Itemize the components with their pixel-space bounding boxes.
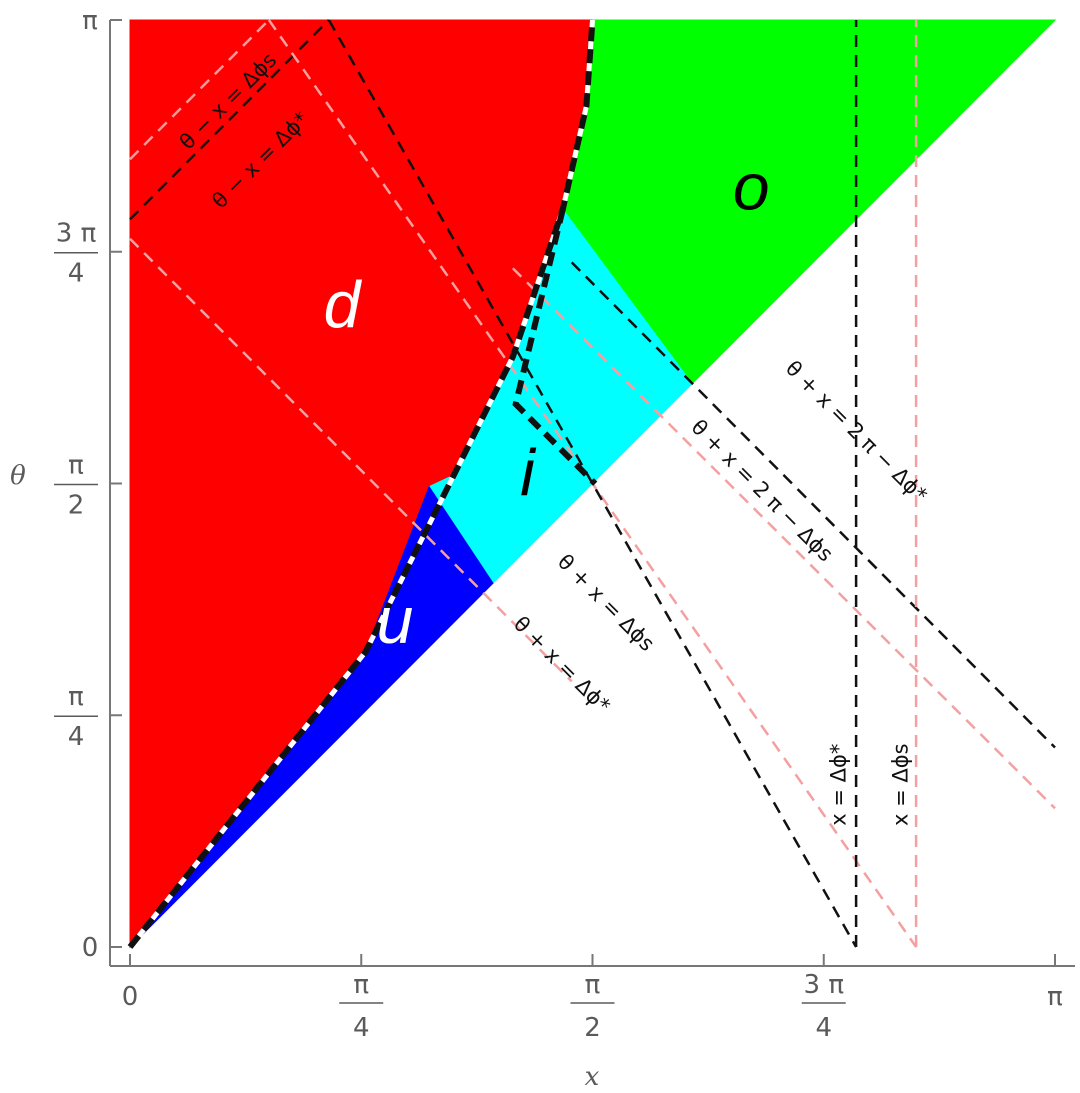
line-annotation: x = Δϕs [888,743,912,826]
y-tick-label-den: 4 [68,259,85,289]
y-tick-label-num: π [68,450,84,480]
y-tick-label: π [82,6,98,36]
line-annotation: θ + x = Δϕs [553,550,659,656]
y-tick-label-num: π [68,682,84,712]
guide-line-theta-minus-x-dphi-s [129,19,270,161]
y-tick-label-den: 2 [68,490,85,520]
region-label-i: i [520,436,537,510]
x-tick-label-den: 2 [584,1013,601,1043]
guide-line-theta-plus-x-dphi-star [327,19,858,948]
x-tick-label-den: 4 [815,1013,832,1043]
y-tick-label-num: 3 π [56,219,96,249]
line-annotation: x = Δϕ* [826,744,850,826]
ticks-layer: 0 π 4 π 2 3 π 4 π 0 π 4 π 2 3 π 4 π [54,6,1063,1043]
guide-line-theta-minus-x-dphi-s-lower [129,237,573,683]
x-tick-label-num: π [353,970,369,1000]
line-annotation: θ + x = Δϕ* [509,612,615,718]
region-label-u: u [377,583,414,657]
x-tick-label-den: 4 [353,1013,370,1043]
region-label-o: o [733,149,770,223]
x-tick-label-num: π [585,970,601,1000]
x-axis-title: x [585,1062,600,1092]
i-inner-path [512,208,598,486]
regions-layer [129,19,1057,949]
x-tick-label-num: 3 π [804,970,844,1000]
region-labels-layer: d o i u [324,149,770,657]
guide-line-theta-plus-x-2pi-dphi-s [511,267,1056,810]
boundary-curve-dashed [127,19,596,949]
guide-line-theta-minus-x-dphi-star [129,19,330,221]
y-tick-label: 0 [82,933,99,963]
guide-line-theta-plus-x-2pi-dphi-star [570,261,1056,749]
boundary-layer [127,19,598,949]
region-label-d: d [324,267,363,341]
x-tick-label: 0 [122,982,139,1012]
y-axis-title: θ [10,461,26,491]
line-annotation: θ + x = 2 π − Δϕs [686,415,837,566]
x-tick-label: π [1047,982,1063,1012]
y-tick-label-den: 4 [68,722,85,752]
